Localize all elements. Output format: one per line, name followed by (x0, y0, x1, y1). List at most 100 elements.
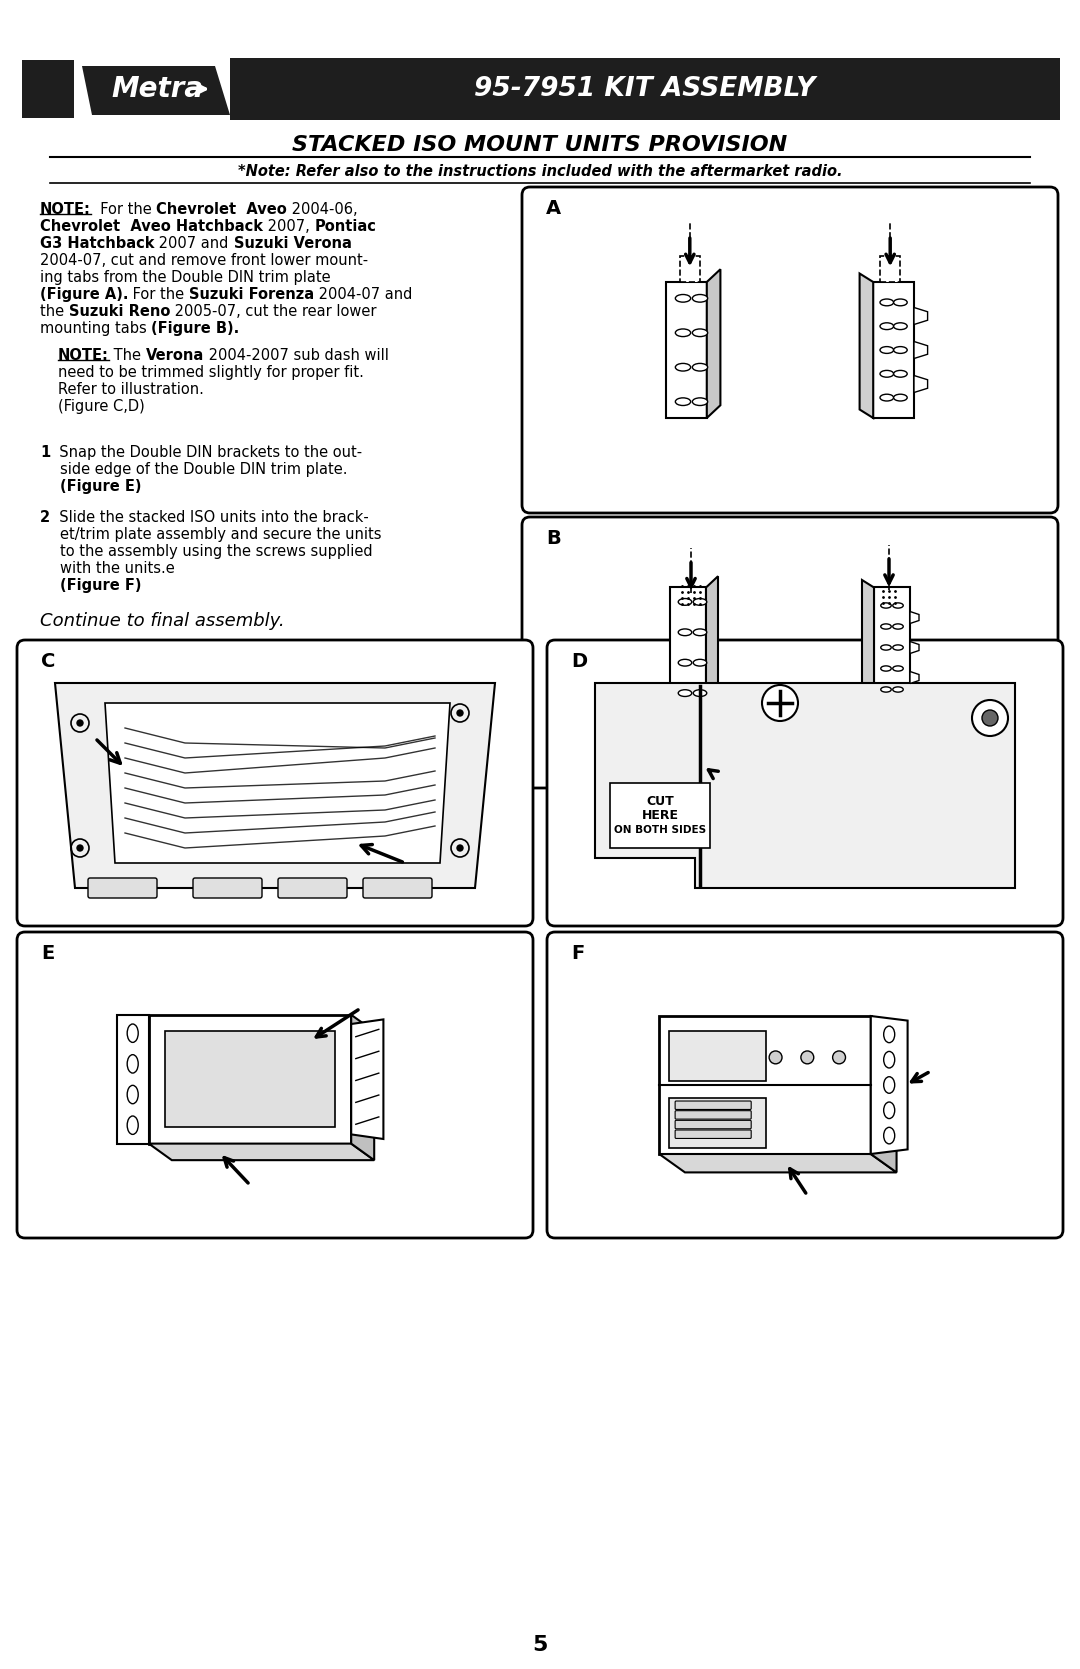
Text: Chevrolet  Aveo Hatchback: Chevrolet Aveo Hatchback (40, 219, 264, 234)
Text: Suzuki Reno: Suzuki Reno (69, 304, 171, 319)
Ellipse shape (678, 659, 692, 666)
Ellipse shape (693, 599, 706, 606)
Polygon shape (870, 1016, 896, 1172)
Text: need to be trimmed slightly for proper fit.: need to be trimmed slightly for proper f… (58, 366, 364, 381)
Ellipse shape (881, 688, 891, 693)
Ellipse shape (675, 329, 690, 337)
Ellipse shape (893, 624, 903, 629)
Polygon shape (910, 641, 919, 654)
Polygon shape (679, 257, 700, 282)
FancyBboxPatch shape (669, 1098, 766, 1148)
Text: E: E (41, 945, 54, 963)
FancyBboxPatch shape (193, 878, 262, 898)
Ellipse shape (692, 397, 707, 406)
Text: (Figure E): (Figure E) (60, 479, 141, 494)
Polygon shape (862, 581, 874, 708)
Text: Refer to illustration.: Refer to illustration. (58, 382, 204, 397)
Ellipse shape (883, 1077, 894, 1093)
FancyBboxPatch shape (546, 639, 1063, 926)
Polygon shape (874, 282, 914, 417)
FancyBboxPatch shape (546, 931, 1063, 1238)
Ellipse shape (893, 371, 907, 377)
Ellipse shape (893, 666, 903, 671)
Text: Slide the stacked ISO units into the brack-: Slide the stacked ISO units into the bra… (50, 511, 369, 526)
Ellipse shape (127, 1055, 138, 1073)
Polygon shape (860, 274, 874, 417)
Ellipse shape (675, 294, 690, 302)
Text: Pontiac: Pontiac (314, 219, 376, 234)
Text: 2007 and: 2007 and (154, 235, 233, 250)
Ellipse shape (127, 1117, 138, 1135)
Ellipse shape (881, 624, 891, 629)
Polygon shape (659, 1153, 896, 1172)
Ellipse shape (678, 629, 692, 636)
Polygon shape (706, 269, 720, 417)
Circle shape (762, 684, 798, 721)
Polygon shape (105, 703, 450, 863)
Circle shape (769, 1051, 782, 1063)
Text: 2: 2 (40, 511, 50, 526)
Text: For the: For the (129, 287, 189, 302)
Ellipse shape (881, 644, 891, 651)
Polygon shape (666, 282, 706, 417)
Ellipse shape (883, 1102, 894, 1118)
Text: ON BOTH SIDES: ON BOTH SIDES (613, 824, 706, 834)
Text: to the assembly using the screws supplied: to the assembly using the screws supplie… (60, 544, 373, 559)
Polygon shape (149, 1143, 374, 1160)
Circle shape (77, 719, 83, 726)
FancyBboxPatch shape (522, 517, 1058, 788)
Text: 1: 1 (40, 446, 51, 461)
Polygon shape (910, 611, 919, 624)
Bar (22, 60, 75, 118)
Text: mounting tabs: mounting tabs (40, 320, 151, 335)
Polygon shape (82, 67, 230, 115)
Text: Chevrolet  Aveo: Chevrolet Aveo (157, 202, 287, 217)
Circle shape (833, 1051, 846, 1063)
Text: 2005-07, cut the rear lower: 2005-07, cut the rear lower (171, 304, 377, 319)
Polygon shape (870, 1016, 907, 1153)
Ellipse shape (675, 397, 690, 406)
Ellipse shape (881, 666, 891, 671)
Ellipse shape (675, 364, 690, 371)
Text: NOTE:: NOTE: (58, 349, 109, 362)
Text: Continue to final assembly.: Continue to final assembly. (40, 613, 285, 629)
Text: Suzuki Verona: Suzuki Verona (233, 235, 351, 250)
Ellipse shape (893, 644, 903, 651)
Ellipse shape (893, 322, 907, 329)
Text: (Figure F): (Figure F) (60, 577, 141, 592)
Text: Suzuki Forenza: Suzuki Forenza (189, 287, 314, 302)
Ellipse shape (693, 629, 706, 636)
Ellipse shape (692, 364, 707, 371)
Text: Snap the Double DIN brackets to the out-: Snap the Double DIN brackets to the out- (51, 446, 363, 461)
Polygon shape (910, 671, 919, 684)
Text: 5: 5 (532, 1636, 548, 1656)
Text: NOTE:: NOTE: (40, 202, 91, 217)
FancyBboxPatch shape (675, 1120, 752, 1128)
Text: A: A (546, 199, 562, 219)
Text: C: C (41, 653, 55, 671)
Polygon shape (55, 683, 495, 888)
Ellipse shape (883, 1051, 894, 1068)
Ellipse shape (881, 603, 891, 608)
Ellipse shape (678, 689, 692, 696)
Ellipse shape (880, 322, 893, 329)
Ellipse shape (692, 294, 707, 302)
Ellipse shape (893, 394, 907, 401)
Text: 2007,: 2007, (264, 219, 314, 234)
Text: The: The (109, 349, 146, 362)
Text: (Figure B).: (Figure B). (151, 320, 240, 335)
Circle shape (77, 845, 83, 851)
Text: side edge of the Double DIN trim plate.: side edge of the Double DIN trim plate. (60, 462, 348, 477)
Circle shape (457, 709, 463, 716)
Circle shape (801, 1051, 813, 1063)
Text: For the: For the (91, 202, 157, 217)
FancyBboxPatch shape (87, 878, 157, 898)
FancyBboxPatch shape (675, 1102, 752, 1110)
Ellipse shape (693, 659, 706, 666)
Polygon shape (165, 1031, 335, 1127)
Text: Metra: Metra (111, 75, 203, 103)
Text: ing tabs from the Double DIN trim plate: ing tabs from the Double DIN trim plate (40, 270, 330, 285)
FancyBboxPatch shape (669, 1031, 766, 1082)
Bar (21, 58, 1059, 120)
Text: HERE: HERE (642, 809, 678, 823)
